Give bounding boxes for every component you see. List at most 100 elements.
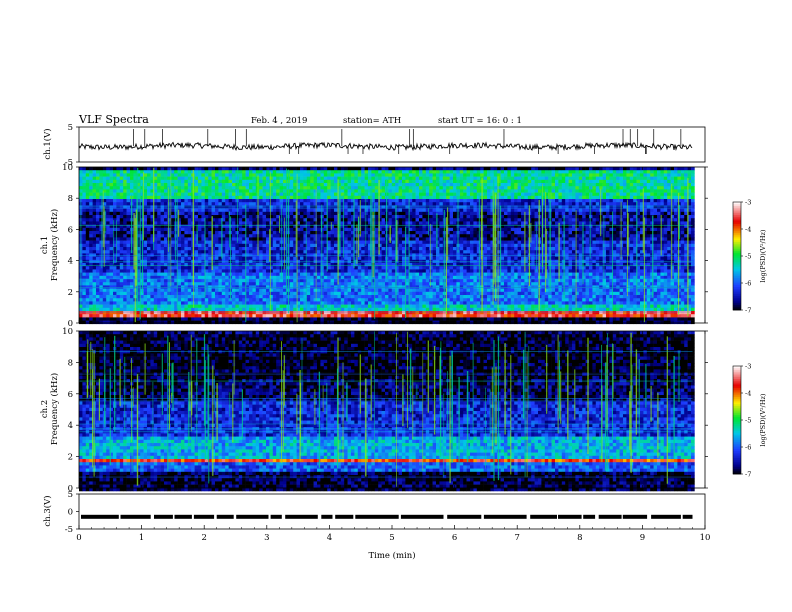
ch1-spectrogram-cell [245,314,250,318]
ch1-spectrogram-cell [293,269,297,273]
ch1-spectrogram-cell [215,275,219,280]
ch1-spectrogram-cell [181,298,185,302]
ch1-spectrogram-cell [245,211,250,216]
ch1-spectrogram-cell [208,295,212,299]
ch1-spectrogram-cell [334,269,338,273]
ch1-spectrogram-cell [378,234,382,238]
ch1-spectrogram-cell [412,243,416,248]
ch1-spectrogram-cell [177,291,182,296]
ch1-spectrogram-cell [327,221,331,225]
ch1-spectrogram-cell [184,231,189,235]
ch1-spectrogram-cell [317,307,321,312]
ch1-spectrogram-cell [143,263,148,267]
ch1-spectrogram-cell [330,202,335,206]
ch1-spectrogram-cell [126,298,131,302]
ch1-spectrogram-cell [201,311,206,315]
ch1-spectrogram-cell [296,234,301,238]
ch1-spectrogram-cell [276,314,280,318]
ch1-spectrogram-cell [198,189,202,193]
ch1-spectrogram-cell [164,195,168,200]
ch1-spectrogram-cell [276,240,280,245]
ch1-spectrogram-cell [136,282,141,286]
ch1-spectrogram-cell [419,307,423,312]
ch1-spectrogram-cell [201,211,206,216]
ch1-spectrogram-cell [130,275,134,280]
ch1-spectrogram-cell [242,221,246,225]
ch1-spectrogram-cell [419,263,423,267]
ch1-spectrogram-cell [99,234,104,238]
ch1-spectrogram-cell [157,256,161,261]
ch1-spectrogram-cell [136,202,141,206]
ch1-spectrogram-cell [344,298,348,302]
ch1-spectrogram-cell [398,237,403,241]
ch1-spectrogram-cell [92,183,97,187]
ch1-spectrogram-image [79,167,695,325]
ch1-spectrogram-cell [344,224,348,229]
ch1-spectrogram-cell [102,304,107,309]
ch1-spectrogram-cell [170,266,175,270]
ch1-spectrogram-cell [334,215,338,219]
ch1-spectrogram-cell [266,269,270,273]
ch1-spectrogram-cell [306,304,311,309]
ch1-spectrogram-cell [419,269,423,273]
ch1-spectrogram-cell [303,199,308,203]
ch1-spectrogram-cell [153,263,158,267]
ch1-spectrogram-cell [340,167,345,171]
ch1-spectrogram-cell [99,218,104,222]
ch1-spectrogram-cell [351,205,355,209]
ch1-spectrogram-cell [289,186,294,190]
ch1-spectrogram-cell [323,227,328,232]
ch1-spectrogram-cell [354,199,359,203]
ch1-spectrogram-cell [330,295,335,299]
ch1-spectrogram-cell [276,227,280,232]
ch1-spectrogram-cell [412,199,416,203]
ch1-spectrogram-cell [351,221,355,225]
ch1-spectrogram-cell [296,266,301,270]
ch1-spectrogram-cell [351,285,355,289]
ch1-spectrogram-cell [89,176,93,181]
ch1-spectrogram-cell [153,192,158,197]
ch1-spectrogram-cell [109,215,114,219]
ch1-spectrogram-cell [402,250,406,254]
ch1-spectrogram-cell [408,231,413,235]
ch1-spectrogram-cell [317,176,321,181]
ch1-spectrogram-cell [113,176,117,181]
ch1-spectrogram-cell [327,275,331,280]
ch1-spectrogram-cell [368,173,372,177]
ch1-spectrogram-cell [177,208,182,213]
ch1-spectrogram-cell [208,282,212,286]
ch1-spectrogram-cell [300,218,304,222]
ch1-spectrogram-cell [92,285,97,289]
ch1-spectrogram-cell [252,250,257,254]
ch1-spectrogram-cell [113,298,117,302]
ch1-spectrogram-cell [419,205,423,209]
ch1-spectrogram-cell [211,301,216,305]
ch1-spectrogram-cell [398,272,403,277]
ch1-spectrogram-cell [337,240,342,245]
ch1-spectrogram-cell [402,218,406,222]
ch1-spectrogram-cell [221,205,226,209]
ch1-spectrogram-cell [242,170,246,174]
ch1-spectrogram-cell [402,266,406,270]
ch1-spectrogram-cell [184,195,189,200]
ch1-spectrogram-cell [215,272,219,277]
ch1-spectrogram-cell [327,250,331,254]
ch1-spectrogram-cell [109,298,114,302]
ch1-spectrogram-cell [296,256,301,261]
ch1-spectrogram-cell [119,307,124,312]
ch1-spectrogram-cell [184,202,189,206]
ch1-spectrogram-cell [119,183,124,187]
ch1-spectrogram-cell [204,227,209,232]
ch1-spectrogram-cell [313,275,318,280]
ch1-spectrogram-cell [310,167,314,171]
ch1-spectrogram-cell [130,176,134,181]
ch1-spectrogram-cell [381,291,386,296]
ch1-spectrogram-cell [201,215,206,219]
ch1-spectrogram-cell [303,304,308,309]
ch1-spectrogram-cell [228,192,233,197]
ch1-spectrogram-cell [317,170,321,174]
ch1-spectrogram-cell [293,192,297,197]
ch1-spectrogram-cell [225,234,229,238]
ch1-spectrogram-cell [147,227,151,232]
ch1-spectrogram-cell [242,275,246,280]
